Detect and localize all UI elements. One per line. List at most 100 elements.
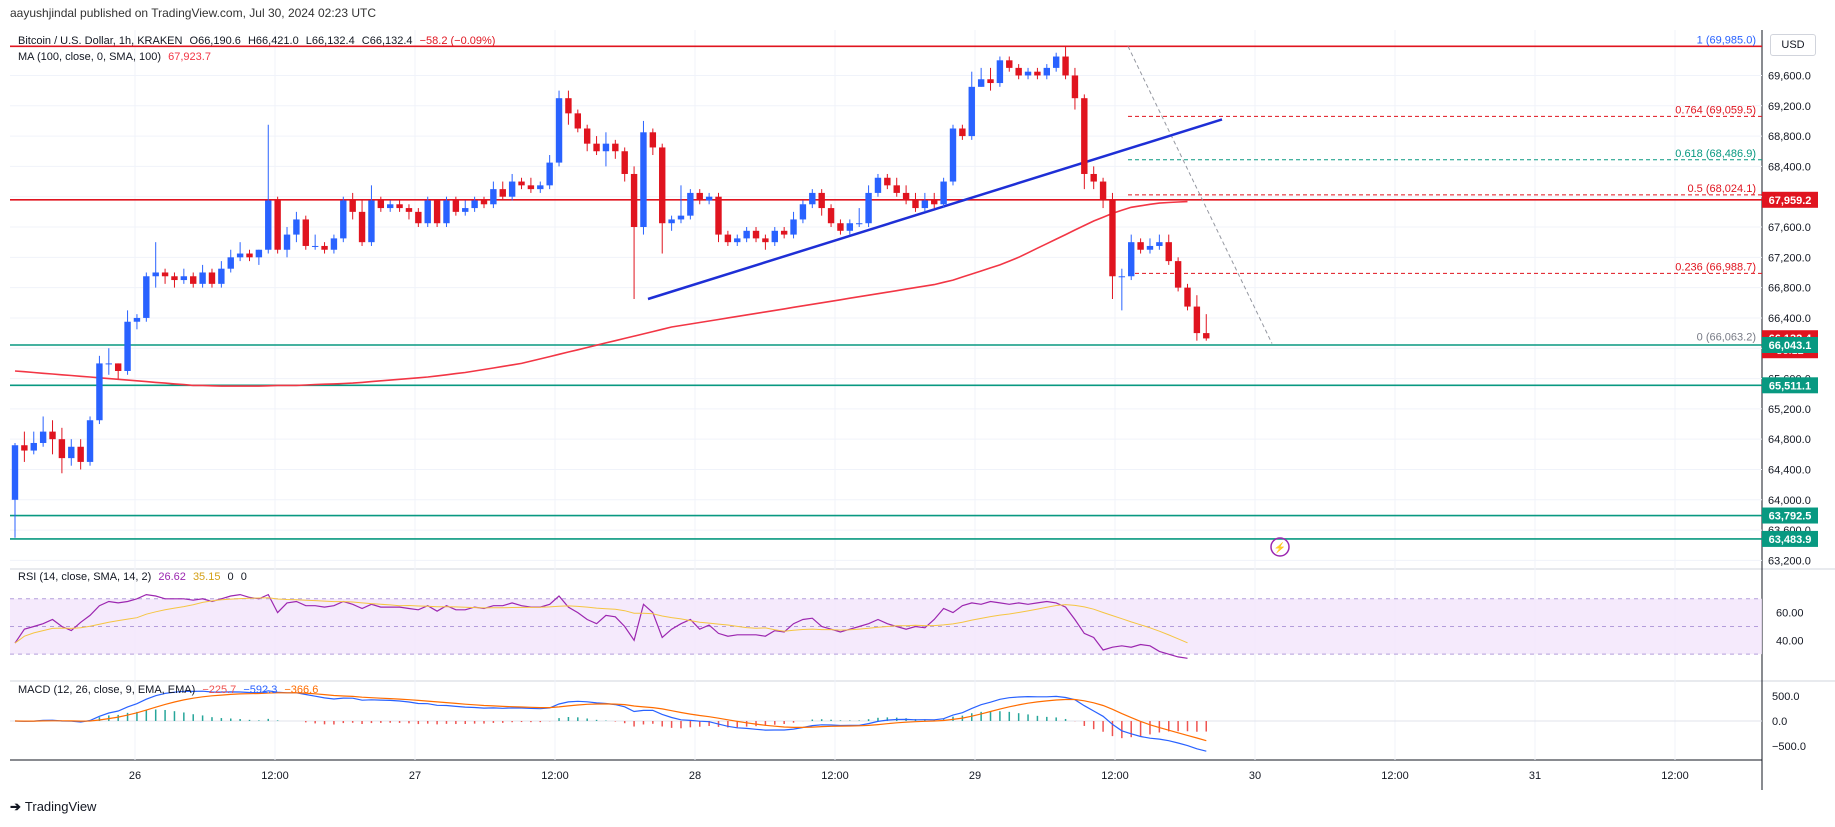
candle-body bbox=[1006, 60, 1013, 68]
trend-line bbox=[647, 118, 1223, 301]
candle-body bbox=[874, 177, 882, 193]
rsi-legend: RSI (14, close, SMA, 14, 2) 26.62 35.15 … bbox=[18, 571, 251, 583]
candle-body bbox=[274, 200, 281, 250]
publish-header: aayushjindal published on TradingView.co… bbox=[10, 6, 377, 20]
fib-level-label: 0 (66,063.2) bbox=[1697, 331, 1756, 343]
fib-level-label: 0.764 (69,059.5) bbox=[1675, 104, 1756, 116]
candle-body bbox=[208, 272, 216, 284]
fib-level-label: 0.618 (68,486.9) bbox=[1675, 148, 1756, 160]
candle-body bbox=[11, 445, 19, 500]
candle-body bbox=[396, 204, 403, 209]
candle-body bbox=[161, 272, 169, 277]
currency-button[interactable]: USD bbox=[1770, 34, 1816, 56]
candle-body bbox=[630, 173, 638, 228]
price-tick-label: 69,600.0 bbox=[1768, 70, 1811, 82]
candle-body bbox=[114, 363, 122, 371]
candle-body bbox=[105, 363, 112, 365]
candle-body bbox=[443, 200, 450, 224]
rsi-sma-value: 35.15 bbox=[192, 571, 221, 583]
candle-body bbox=[133, 317, 141, 322]
price-tick-label: 67,200.0 bbox=[1768, 252, 1811, 264]
rsi-extra-2: 0 bbox=[240, 571, 247, 583]
candle-body bbox=[236, 253, 244, 258]
candle-body bbox=[368, 200, 375, 243]
symbol-legend: Bitcoin / U.S. Dollar, 1h, KRAKEN O66,19… bbox=[18, 35, 499, 47]
time-tick-label: 12:00 bbox=[821, 770, 849, 782]
candle-body bbox=[809, 192, 816, 205]
candle-body bbox=[537, 185, 544, 190]
rsi-value: 26.62 bbox=[158, 571, 186, 583]
lightning-icon bbox=[1270, 537, 1290, 557]
candle-body bbox=[959, 128, 966, 137]
price-tick-label: 68,400.0 bbox=[1768, 161, 1811, 173]
candle-body bbox=[68, 446, 75, 459]
tradingview-logo-icon: ➔ bbox=[10, 799, 21, 814]
candle-body bbox=[152, 272, 159, 277]
price-badge-label: 67,959.2 bbox=[1769, 195, 1812, 207]
macd-hist-value: −225.7 bbox=[202, 684, 237, 696]
candle-body bbox=[621, 151, 628, 174]
candle-body bbox=[996, 60, 1004, 84]
price-badge bbox=[1762, 336, 1818, 353]
candle-body bbox=[293, 219, 300, 235]
candle-body bbox=[1081, 98, 1088, 174]
macd-tick-label: −500.0 bbox=[1772, 741, 1806, 753]
candle-body bbox=[555, 98, 563, 163]
time-tick-label: 27 bbox=[409, 770, 421, 782]
candle-body bbox=[180, 276, 188, 281]
candle-body bbox=[499, 189, 506, 197]
candle-body bbox=[349, 200, 356, 212]
candle-body bbox=[1146, 245, 1154, 250]
candle-body bbox=[433, 200, 441, 224]
macd-legend: MACD (12, 26, close, 9, EMA, EMA) −225.7… bbox=[18, 684, 322, 696]
candle-body bbox=[949, 128, 957, 182]
candle-body bbox=[705, 196, 713, 201]
time-tick-label: 12:00 bbox=[261, 770, 289, 782]
candle-body bbox=[593, 143, 600, 152]
price-badge bbox=[1762, 530, 1818, 547]
candle-body bbox=[96, 363, 103, 421]
candle-body bbox=[21, 445, 28, 451]
candle-body bbox=[724, 234, 732, 243]
candle-body bbox=[968, 86, 975, 137]
candle-body bbox=[677, 215, 685, 220]
candle-body bbox=[583, 128, 591, 144]
candle-body bbox=[1137, 242, 1144, 250]
candle-body bbox=[30, 442, 37, 451]
candle-body bbox=[58, 439, 66, 459]
candle-body bbox=[752, 230, 760, 239]
candle-body bbox=[255, 249, 263, 258]
candle-body bbox=[912, 200, 919, 209]
candle-body bbox=[1128, 242, 1135, 277]
candle-body bbox=[743, 230, 750, 239]
candle-body bbox=[358, 211, 366, 243]
candle-body bbox=[49, 431, 56, 440]
candle-body bbox=[377, 200, 385, 209]
candle-body bbox=[659, 147, 666, 224]
candle-body bbox=[452, 200, 460, 212]
candle-body bbox=[827, 208, 835, 224]
rsi-tick-label: 60.00 bbox=[1776, 608, 1804, 620]
candle-body bbox=[321, 245, 328, 250]
candle-body bbox=[283, 234, 291, 250]
candle-body bbox=[696, 192, 703, 201]
ohlc-close: C66,132.4 bbox=[361, 35, 413, 47]
candle-body bbox=[39, 431, 47, 443]
candle-body bbox=[931, 200, 938, 205]
candle-body bbox=[715, 196, 722, 235]
candle-body bbox=[1165, 242, 1172, 262]
candle-body bbox=[893, 185, 900, 193]
price-tick-label: 69,200.0 bbox=[1768, 101, 1811, 113]
macd-value: −592.3 bbox=[243, 684, 278, 696]
price-tick-label: 68,800.0 bbox=[1768, 131, 1811, 143]
candle-body bbox=[527, 185, 535, 190]
candle-body bbox=[265, 200, 272, 250]
macd-tick-label: 0.0 bbox=[1772, 716, 1787, 728]
candle-body bbox=[574, 113, 581, 129]
time-tick-label: 30 bbox=[1249, 770, 1261, 782]
ma-label: MA (100, close, 0, SMA, 100) bbox=[18, 51, 162, 63]
rsi-label: RSI (14, close, SMA, 14, 2) bbox=[18, 571, 152, 583]
time-tick-label: 26 bbox=[129, 770, 141, 782]
macd-signal-value: −366.6 bbox=[284, 684, 319, 696]
